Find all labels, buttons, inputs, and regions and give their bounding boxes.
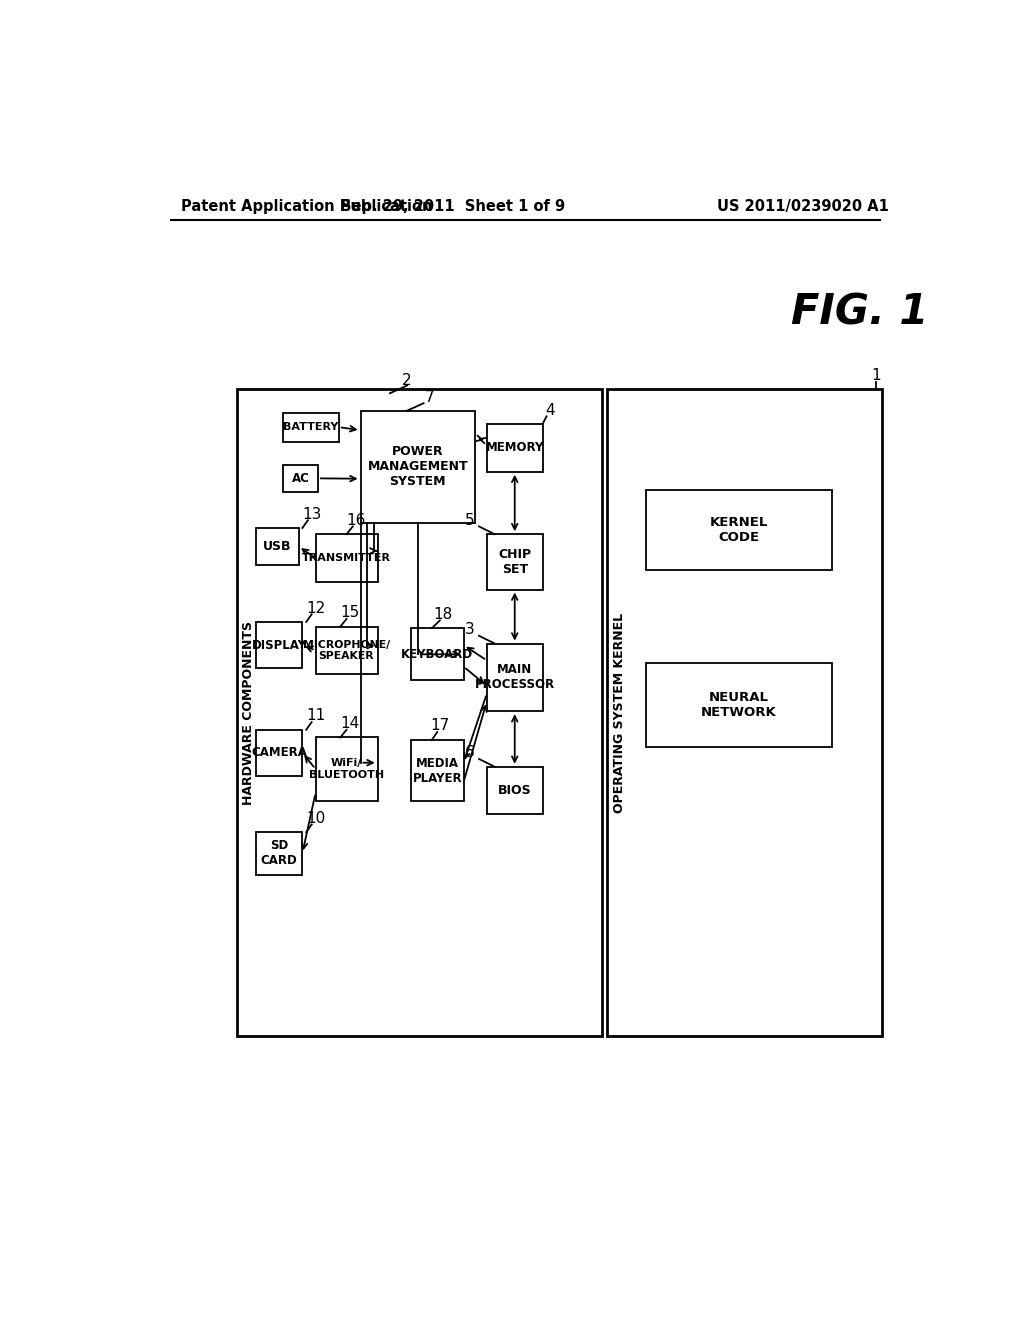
Text: KERNEL
CODE: KERNEL CODE xyxy=(710,516,768,544)
Bar xyxy=(646,663,831,747)
Bar xyxy=(256,622,302,668)
Text: CAMERA: CAMERA xyxy=(251,746,307,759)
Text: SD
CARD: SD CARD xyxy=(261,840,298,867)
Text: 16: 16 xyxy=(346,512,366,528)
Text: 6: 6 xyxy=(465,746,475,760)
Text: MAIN
PROCESSOR: MAIN PROCESSOR xyxy=(475,664,555,692)
Text: 1: 1 xyxy=(871,368,881,383)
Bar xyxy=(315,738,378,800)
Text: MICROPHONE/
SPEAKER: MICROPHONE/ SPEAKER xyxy=(303,640,390,661)
Bar xyxy=(486,424,543,471)
Text: 18: 18 xyxy=(433,607,453,622)
Text: DISPLAY: DISPLAY xyxy=(252,639,306,652)
Text: 3: 3 xyxy=(465,622,475,638)
Bar xyxy=(237,389,602,1036)
Text: CHIP
SET: CHIP SET xyxy=(498,548,531,576)
Text: NEURAL
NETWORK: NEURAL NETWORK xyxy=(700,692,776,719)
Text: US 2011/0239020 A1: US 2011/0239020 A1 xyxy=(717,198,889,214)
Text: BIOS: BIOS xyxy=(498,784,531,797)
Bar xyxy=(256,730,302,776)
Bar xyxy=(360,411,475,523)
Text: TRANSMITTER: TRANSMITTER xyxy=(302,553,391,564)
Bar xyxy=(283,412,339,442)
Text: 7: 7 xyxy=(425,389,434,405)
Bar xyxy=(607,389,882,1036)
Text: 12: 12 xyxy=(307,601,326,615)
Text: 5: 5 xyxy=(465,512,474,528)
Text: 4: 4 xyxy=(546,403,555,417)
Text: Sep. 29, 2011  Sheet 1 of 9: Sep. 29, 2011 Sheet 1 of 9 xyxy=(341,198,565,214)
Text: 11: 11 xyxy=(307,709,326,723)
Bar xyxy=(315,535,378,582)
Text: USB: USB xyxy=(263,540,292,553)
Text: OPERATING SYSTEM KERNEL: OPERATING SYSTEM KERNEL xyxy=(612,612,626,813)
Text: 2: 2 xyxy=(402,372,412,388)
Text: WiFi/
BLUETOOTH: WiFi/ BLUETOOTH xyxy=(309,758,384,780)
Bar xyxy=(646,490,831,570)
Text: 13: 13 xyxy=(303,507,323,521)
Bar xyxy=(256,832,302,874)
Bar xyxy=(283,465,317,492)
Text: 15: 15 xyxy=(340,605,359,620)
Bar xyxy=(411,739,464,801)
Text: AC: AC xyxy=(292,471,309,484)
Text: POWER
MANAGEMENT
SYSTEM: POWER MANAGEMENT SYSTEM xyxy=(368,445,468,488)
Text: 10: 10 xyxy=(307,810,326,826)
Text: MEMORY: MEMORY xyxy=(485,441,544,454)
Bar xyxy=(256,528,299,565)
Text: FIG. 1: FIG. 1 xyxy=(791,292,928,334)
Text: HARDWARE COMPONENTS: HARDWARE COMPONENTS xyxy=(243,620,255,805)
Bar xyxy=(315,627,378,675)
Bar xyxy=(486,535,543,590)
Bar xyxy=(486,767,543,814)
Bar xyxy=(486,644,543,711)
Text: 14: 14 xyxy=(340,715,359,731)
Text: MEDIA
PLAYER: MEDIA PLAYER xyxy=(413,756,462,784)
Text: 17: 17 xyxy=(430,718,450,734)
Text: Patent Application Publication: Patent Application Publication xyxy=(180,198,432,214)
Text: BATTERY: BATTERY xyxy=(284,422,339,432)
Text: KEYBOARD: KEYBOARD xyxy=(401,648,473,661)
Bar xyxy=(411,628,464,681)
